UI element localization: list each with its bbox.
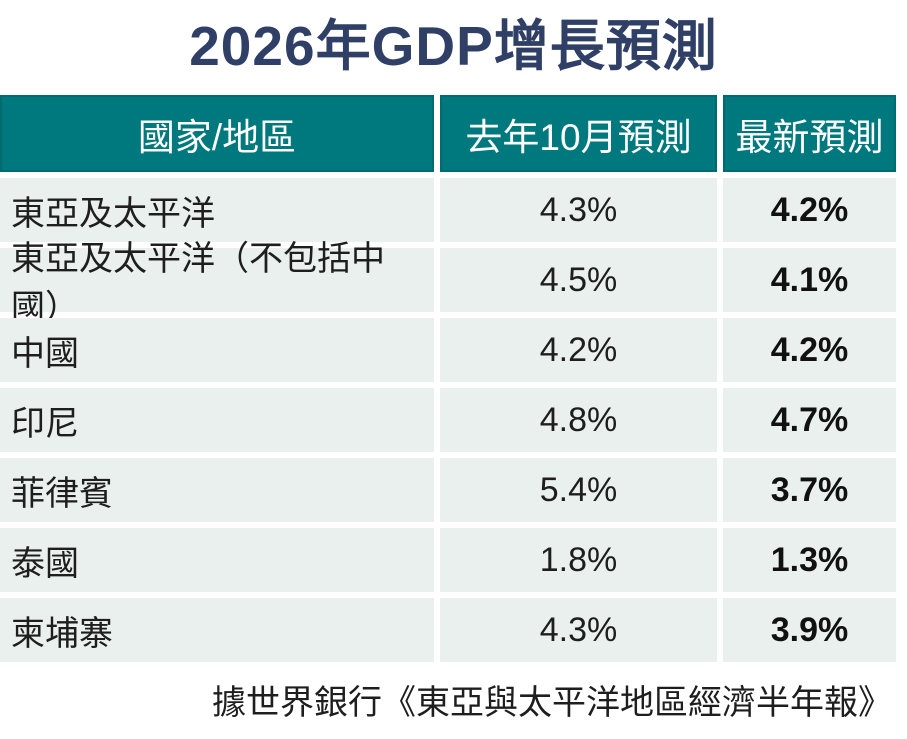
cell-october-value: 4.5% xyxy=(440,248,717,312)
cell-latest-value: 3.7% xyxy=(723,458,896,522)
page-title: 2026年GDP增長預測 xyxy=(189,15,718,77)
source-note: 據世界銀行《東亞與太平洋地區經濟半年報》 xyxy=(212,684,892,722)
header-cell-latest-forecast: 最新預測 xyxy=(723,95,896,172)
cell-october-value: 1.8% xyxy=(440,528,717,592)
cell-october-value: 5.4% xyxy=(440,458,717,522)
cell-region: 印尼 xyxy=(0,388,434,452)
cell-region: 泰國 xyxy=(0,528,434,592)
cell-latest-value: 4.7% xyxy=(723,388,896,452)
cell-latest-value: 1.3% xyxy=(723,528,896,592)
cell-region: 東亞及太平洋 xyxy=(0,178,434,242)
cell-october-value: 4.8% xyxy=(440,388,717,452)
cell-october-value: 4.3% xyxy=(440,598,717,662)
cell-region: 菲律賓 xyxy=(0,458,434,522)
cell-october-value: 4.2% xyxy=(440,318,717,382)
cell-latest-value: 4.2% xyxy=(723,318,896,382)
header-cell-region: 國家/地區 xyxy=(0,95,434,172)
cell-region: 東亞及太平洋（不包括中國） xyxy=(0,240,434,327)
cell-latest-value: 4.1% xyxy=(723,248,896,312)
forecast-table: 國家/地區 去年10月預測 最新預測 東亞及太平洋 4.3% 4.2% 東亞及太… xyxy=(0,95,896,662)
cell-region: 柬埔寨 xyxy=(0,598,434,662)
cell-october-value: 4.3% xyxy=(440,178,717,242)
cell-latest-value: 3.9% xyxy=(723,598,896,662)
cell-region: 中國 xyxy=(0,318,434,382)
header-cell-october-forecast: 去年10月預測 xyxy=(440,95,717,172)
cell-latest-value: 4.2% xyxy=(723,178,896,242)
